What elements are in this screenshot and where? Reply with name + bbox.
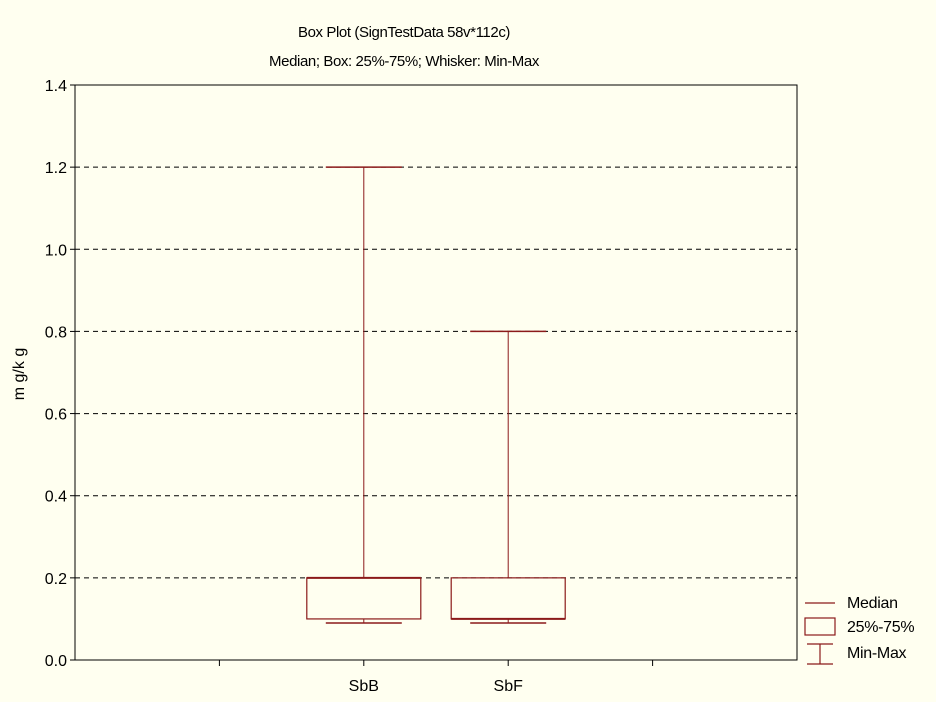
box-iqr <box>450 577 566 620</box>
legend-median-label: Median <box>847 595 898 612</box>
x-tick-label: SbF <box>494 678 524 695</box>
y-tick-label: 1.2 <box>45 160 67 177</box>
y-tick-label: 1.4 <box>45 78 67 95</box>
y-tick-label: 0.8 <box>45 324 67 341</box>
y-tick-label: 1.0 <box>45 242 67 259</box>
box-sbb: SbB <box>306 166 422 695</box>
legend: Median 25%-75% Min-Max <box>804 595 915 665</box>
plot-area: 0.0 0.2 0.4 0.6 0.8 1.0 1.2 1.4 SbB SbF <box>45 78 798 695</box>
box-iqr <box>306 577 422 620</box>
y-tick-label: 0.4 <box>45 489 67 506</box>
chart-title: Box Plot (SignTestData 58v*112c) <box>298 24 510 41</box>
legend-box-label: 25%-75% <box>847 619 914 636</box>
plot-frame <box>74 84 798 661</box>
legend-whisker-label: Min-Max <box>847 645 907 662</box>
y-axis-label: m g/k g <box>11 348 28 400</box>
x-tick-label: SbB <box>349 678 379 695</box>
y-tick-label: 0.2 <box>45 571 67 588</box>
y-tick-label: 0.0 <box>45 653 67 670</box>
legend-box-swatch <box>804 617 836 636</box>
chart-subtitle: Median; Box: 25%-75%; Whisker: Min-Max <box>269 53 540 70</box>
y-tick-label: 0.6 <box>45 407 67 424</box>
box-sbf: SbF <box>450 330 566 695</box>
